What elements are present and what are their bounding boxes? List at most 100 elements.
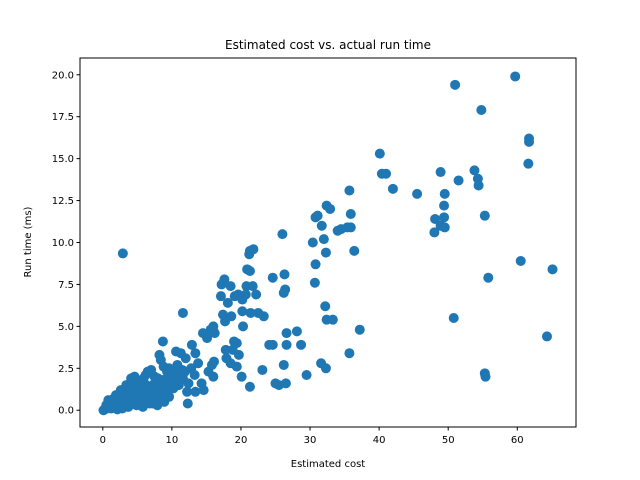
data-point	[220, 316, 231, 327]
data-point	[225, 281, 236, 292]
data-point	[476, 104, 487, 115]
data-point	[307, 237, 318, 248]
y-axis: 0.0 2.5 5.0 7.5 10.0 12.5 15.0 17.5 20.0	[52, 70, 80, 417]
data-point	[244, 245, 255, 256]
data-point	[258, 311, 269, 322]
data-point	[233, 349, 244, 360]
data-point	[267, 339, 278, 350]
data-point	[257, 364, 268, 375]
data-point	[439, 188, 450, 199]
data-point	[479, 210, 490, 221]
data-point	[209, 328, 220, 339]
data-point	[430, 214, 441, 225]
data-point	[448, 312, 459, 323]
data-point	[117, 403, 128, 414]
y-tick-label: 10.0	[52, 238, 74, 249]
data-point	[245, 307, 256, 318]
data-point	[172, 359, 183, 370]
data-point	[473, 180, 484, 191]
data-point	[183, 378, 194, 389]
data-point	[345, 208, 356, 219]
chart-title: Estimated cost vs. actual run time	[225, 38, 431, 52]
data-point	[247, 281, 258, 292]
data-point	[125, 395, 136, 406]
data-point	[344, 185, 355, 196]
data-point	[148, 386, 159, 397]
y-tick-label: 20.0	[52, 70, 74, 81]
data-point	[146, 364, 157, 375]
data-point	[186, 363, 197, 374]
data-point	[439, 200, 450, 211]
data-point	[153, 373, 164, 384]
y-tick-label: 2.5	[58, 364, 74, 375]
data-point	[117, 248, 128, 259]
y-tick-label: 7.5	[58, 280, 74, 291]
data-point	[182, 386, 193, 397]
x-axis-label: Estimated cost	[291, 459, 366, 470]
x-tick-label: 60	[511, 435, 524, 446]
data-point	[435, 167, 446, 178]
data-point	[541, 331, 552, 342]
data-point	[480, 371, 491, 382]
data-point	[453, 175, 464, 186]
y-tick-label: 17.5	[52, 112, 74, 123]
data-point	[132, 386, 143, 397]
data-point	[524, 136, 535, 147]
data-point	[469, 165, 480, 176]
x-tick-label: 0	[100, 435, 106, 446]
data-point	[374, 148, 385, 159]
x-tick-label: 50	[442, 435, 455, 446]
data-point	[523, 158, 534, 169]
data-point	[327, 314, 338, 325]
data-point	[157, 336, 168, 347]
data-point	[547, 264, 558, 275]
y-tick-label: 15.0	[52, 154, 74, 165]
data-point	[231, 361, 242, 372]
data-point	[186, 339, 197, 350]
data-point	[281, 328, 292, 339]
data-point	[510, 71, 521, 82]
data-point	[354, 324, 365, 335]
data-point	[177, 307, 188, 318]
data-point	[281, 339, 292, 350]
data-point	[106, 400, 117, 411]
x-tick-label: 10	[166, 435, 179, 446]
data-point	[215, 291, 226, 302]
data-point	[202, 333, 213, 344]
data-point	[344, 348, 355, 359]
y-tick-label: 12.5	[52, 196, 74, 207]
data-point	[325, 203, 336, 214]
data-point	[180, 353, 191, 364]
data-point	[193, 358, 204, 369]
data-point	[309, 277, 320, 288]
data-point	[278, 359, 289, 370]
data-point	[439, 222, 450, 233]
points-layer	[98, 71, 558, 416]
data-point	[291, 326, 302, 337]
data-point	[387, 183, 398, 194]
x-tick-label: 40	[373, 435, 386, 446]
data-point	[316, 220, 327, 231]
y-tick-label: 0.0	[58, 406, 74, 417]
data-point	[412, 188, 423, 199]
x-axis: 0 10 20 30 40 50 60	[100, 427, 524, 446]
data-point	[237, 294, 248, 305]
data-point	[381, 168, 392, 179]
data-point	[312, 210, 323, 221]
y-axis-label: Run time (ms)	[23, 206, 34, 277]
data-point	[320, 363, 331, 374]
data-point	[190, 348, 201, 359]
data-point	[345, 222, 356, 233]
data-point	[198, 385, 209, 396]
data-point	[135, 395, 146, 406]
data-point	[182, 398, 193, 409]
data-point	[515, 255, 526, 266]
data-point	[278, 287, 289, 298]
data-point	[238, 321, 249, 332]
data-point	[190, 386, 201, 397]
data-point	[450, 79, 461, 90]
data-point	[244, 381, 255, 392]
data-point	[483, 272, 494, 283]
data-point	[320, 247, 331, 258]
